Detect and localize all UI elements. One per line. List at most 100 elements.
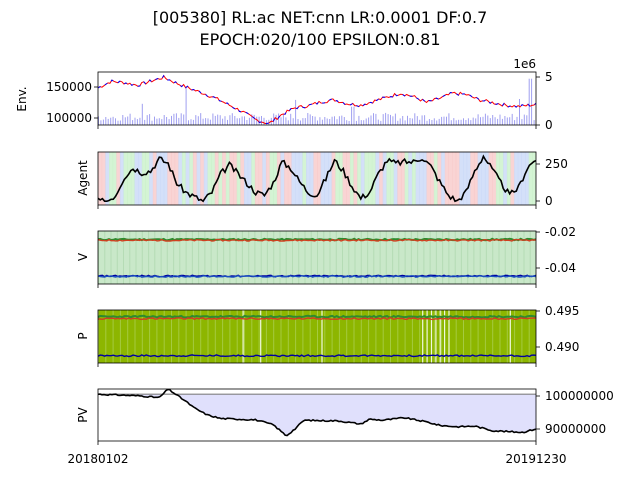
policy-series-low xyxy=(98,354,536,358)
env-volume-bar xyxy=(334,116,335,125)
agent-background-stripe xyxy=(525,152,530,205)
value-background-stripe xyxy=(329,231,331,284)
env-volume-bar xyxy=(117,120,119,125)
env-volume-bar xyxy=(136,119,138,125)
env-volume-bar xyxy=(285,117,287,125)
policy-series-max xyxy=(98,314,536,319)
agent-plot-frame xyxy=(97,151,537,206)
env-volume-bar xyxy=(192,119,194,125)
agent-background-stripe xyxy=(492,152,497,205)
env-volume-bar xyxy=(407,115,408,125)
env-volume-bar xyxy=(489,118,491,125)
agent-background-stripe xyxy=(499,152,504,205)
env-volume-bar xyxy=(175,113,177,125)
env-volume-bar xyxy=(183,114,185,125)
policy-highlight-stripe xyxy=(448,310,450,363)
policy-background-stripe xyxy=(331,310,333,363)
env-volume-bar xyxy=(244,116,245,125)
env-volume-bar xyxy=(251,114,253,125)
agent-background-stripe xyxy=(254,152,260,205)
policy-background-stripe xyxy=(280,310,282,363)
value-background-stripe xyxy=(191,231,193,284)
agent-background-stripe xyxy=(371,152,376,205)
policy-highlight-stripe xyxy=(430,310,433,363)
policy-background-stripe xyxy=(200,310,202,363)
env-volume-bar xyxy=(265,120,267,125)
env-volume-bar xyxy=(402,116,404,125)
env-volume-bar xyxy=(482,116,484,125)
agent-background-stripe xyxy=(251,152,256,205)
env-volume-bar xyxy=(98,116,99,125)
policy-background-stripe xyxy=(119,310,121,363)
value-background-stripe xyxy=(323,231,325,284)
policy-background-stripe xyxy=(236,310,238,363)
agent-background-stripe xyxy=(222,152,227,205)
value-background-stripe xyxy=(173,231,175,284)
value-background-stripe xyxy=(104,231,106,284)
agent-background-stripe xyxy=(196,152,201,205)
policy-background-stripe xyxy=(98,310,99,363)
env-volume-bar xyxy=(236,118,238,125)
env-volume-bar xyxy=(475,118,477,125)
value-background-stripe xyxy=(398,231,400,284)
env-volume-bar xyxy=(467,118,469,125)
env-right-axis-offset: 1e6 xyxy=(513,57,536,71)
env-volume-bar xyxy=(373,113,374,125)
agent-background-stripe xyxy=(116,152,121,205)
agent-background-stripe xyxy=(101,152,106,205)
agent-background-stripe xyxy=(495,152,501,205)
agent-background-stripe xyxy=(466,152,471,205)
env-volume-bar xyxy=(426,120,428,125)
env-volume-bar xyxy=(324,117,326,125)
agent-background-stripe xyxy=(338,152,344,205)
agent-background-stripe xyxy=(364,152,369,205)
env-volume-bar xyxy=(190,119,192,125)
env-volume-bar xyxy=(446,116,447,125)
env-volume-bar xyxy=(178,117,180,125)
env-volume-bar xyxy=(105,117,107,125)
env-volume-bar xyxy=(487,115,489,125)
value-background-stripe xyxy=(404,231,406,284)
env-volume-bar xyxy=(355,120,357,125)
value-series-mid xyxy=(98,238,536,242)
x-tick-label-end: 20191230 xyxy=(505,452,566,466)
env-volume-bar xyxy=(282,114,284,125)
policy-background-stripe xyxy=(214,310,216,363)
env-right-tick-label-5: 5 xyxy=(545,70,553,84)
value-background-stripe xyxy=(379,231,381,284)
env-volume-bar xyxy=(122,115,124,125)
policy-background-stripe xyxy=(499,310,501,363)
env-volume-bar xyxy=(224,116,226,125)
value-background-stripe xyxy=(279,231,281,284)
policy-highlight-stripe xyxy=(435,310,437,363)
policy-background-stripe xyxy=(105,310,107,363)
value-background-stripe xyxy=(360,231,362,284)
env-volume-bar xyxy=(528,78,530,125)
policy-background-stripe xyxy=(411,310,413,363)
value-background-stripe xyxy=(254,231,256,284)
pv-tick-label-90000000: 90000000 xyxy=(545,422,606,436)
value-background-stripe xyxy=(179,231,181,284)
agent-background-stripe xyxy=(386,152,391,205)
policy-highlight-stripe xyxy=(444,310,446,363)
env-volume-bar xyxy=(129,113,131,125)
env-volume-bar xyxy=(222,118,224,125)
env-volume-bar xyxy=(102,119,104,125)
env-volume-series xyxy=(98,78,535,125)
env-volume-bar xyxy=(304,118,306,125)
env-volume-bar xyxy=(399,118,401,125)
agent-background-stripe xyxy=(510,152,515,205)
agent-background-stripe xyxy=(149,152,154,205)
policy-background-stripe xyxy=(295,310,297,363)
env-volume-bar xyxy=(168,119,170,125)
agent-background-stripe xyxy=(280,152,285,205)
value-background-stripe xyxy=(373,231,375,284)
policy-series xyxy=(98,314,536,358)
agent-background-stripe xyxy=(174,152,179,205)
env-volume-bar xyxy=(319,117,321,125)
env-volume-bar xyxy=(258,116,260,125)
value-background-stripe xyxy=(523,231,525,284)
policy-tick-label-0.490: 0.490 xyxy=(545,340,579,354)
value-background-stripe xyxy=(342,231,343,284)
policy-background-stripe xyxy=(484,310,486,363)
